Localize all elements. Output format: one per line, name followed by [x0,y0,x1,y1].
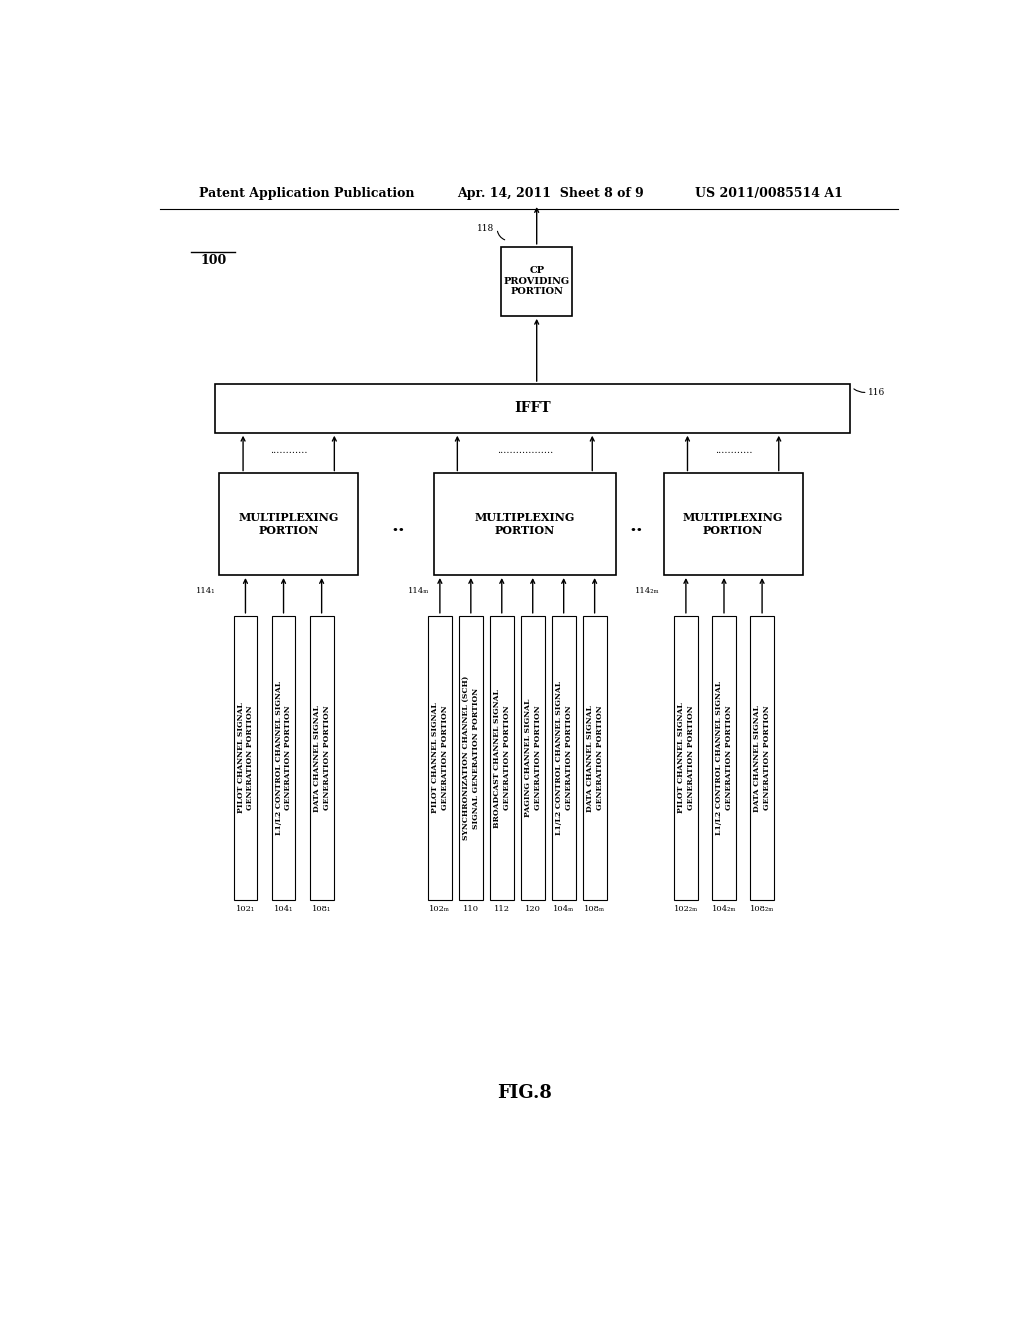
Text: DATA CHANNEL SIGNAL
GENERATION PORTION: DATA CHANNEL SIGNAL GENERATION PORTION [586,705,603,812]
Bar [521,615,545,900]
Text: 104ₘ: 104ₘ [553,906,574,913]
Text: L1/L2 CONTROL CHANNEL SIGNAL
GENERATION PORTION: L1/L2 CONTROL CHANNEL SIGNAL GENERATION … [715,681,733,836]
Text: 108₁: 108₁ [312,906,331,913]
Text: 108₂ₘ: 108₂ₘ [750,906,774,913]
Text: DATA CHANNEL SIGNAL
GENERATION PORTION: DATA CHANNEL SIGNAL GENERATION PORTION [754,705,771,812]
Bar [674,615,697,900]
Text: 102ₘ: 102ₘ [429,906,451,913]
Bar [219,474,358,576]
Text: 120: 120 [524,906,541,913]
Bar [459,615,482,900]
Text: 114₁: 114₁ [196,587,215,595]
Text: 100: 100 [201,253,227,267]
Text: CP
PROVIDING
PORTION: CP PROVIDING PORTION [504,267,569,296]
Text: 110: 110 [463,906,479,913]
Text: 102₁: 102₁ [236,906,255,913]
Bar [664,474,803,576]
Text: 112: 112 [494,906,510,913]
Text: FIG.8: FIG.8 [498,1085,552,1102]
Text: SYNCHRONIZATION CHANNEL (SCH)
SIGNAL GENERATION PORTION: SYNCHRONIZATION CHANNEL (SCH) SIGNAL GEN… [462,676,479,841]
Text: PILOT CHANNEL SIGNAL
GENERATION PORTION: PILOT CHANNEL SIGNAL GENERATION PORTION [237,702,254,813]
Text: MULTIPLEXING
PORTION: MULTIPLEXING PORTION [239,512,339,536]
Text: 108ₘ: 108ₘ [584,906,605,913]
Bar [433,474,616,576]
Text: US 2011/0085514 A1: US 2011/0085514 A1 [695,187,844,201]
Text: 104₂ₘ: 104₂ₘ [712,906,736,913]
Text: PILOT CHANNEL SIGNAL
GENERATION PORTION: PILOT CHANNEL SIGNAL GENERATION PORTION [431,702,449,813]
Text: ..: .. [629,517,643,536]
Text: IFFT: IFFT [514,401,551,416]
Text: 114₂ₘ: 114₂ₘ [635,587,659,595]
Text: MULTIPLEXING
PORTION: MULTIPLEXING PORTION [474,512,575,536]
Text: DATA CHANNEL SIGNAL
GENERATION PORTION: DATA CHANNEL SIGNAL GENERATION PORTION [312,705,331,812]
Text: Patent Application Publication: Patent Application Publication [200,187,415,201]
Bar [712,615,736,900]
Bar [489,615,514,900]
Text: 118: 118 [477,224,495,234]
Text: Apr. 14, 2011  Sheet 8 of 9: Apr. 14, 2011 Sheet 8 of 9 [458,187,644,201]
Text: ..: .. [391,517,404,536]
Bar [233,615,257,900]
Bar [428,615,452,900]
Bar [271,615,296,900]
Text: L1/L2 CONTROL CHANNEL SIGNAL
GENERATION PORTION: L1/L2 CONTROL CHANNEL SIGNAL GENERATION … [274,681,293,836]
Bar [501,247,572,315]
Text: ..................: .................. [497,446,553,454]
Text: ............: ............ [715,446,753,454]
Text: 116: 116 [867,388,885,397]
Text: 104₁: 104₁ [273,906,293,913]
Bar [552,615,575,900]
Text: L1/L2 CONTROL CHANNEL SIGNAL
GENERATION PORTION: L1/L2 CONTROL CHANNEL SIGNAL GENERATION … [555,681,572,836]
Bar [751,615,774,900]
Text: 102₂ₘ: 102₂ₘ [674,906,698,913]
Text: ............: ............ [270,446,308,454]
Text: 114ₘ: 114ₘ [409,587,430,595]
Text: MULTIPLEXING
PORTION: MULTIPLEXING PORTION [683,512,783,536]
Bar [583,615,606,900]
Text: PILOT CHANNEL SIGNAL
GENERATION PORTION: PILOT CHANNEL SIGNAL GENERATION PORTION [677,702,695,813]
Text: BROADCAST CHANNEL SIGNAL
GENERATION PORTION: BROADCAST CHANNEL SIGNAL GENERATION PORT… [493,689,511,828]
Text: PAGING CHANNEL SIGNAL
GENERATION PORTION: PAGING CHANNEL SIGNAL GENERATION PORTION [524,698,542,817]
Bar [309,615,334,900]
Bar [215,384,850,433]
